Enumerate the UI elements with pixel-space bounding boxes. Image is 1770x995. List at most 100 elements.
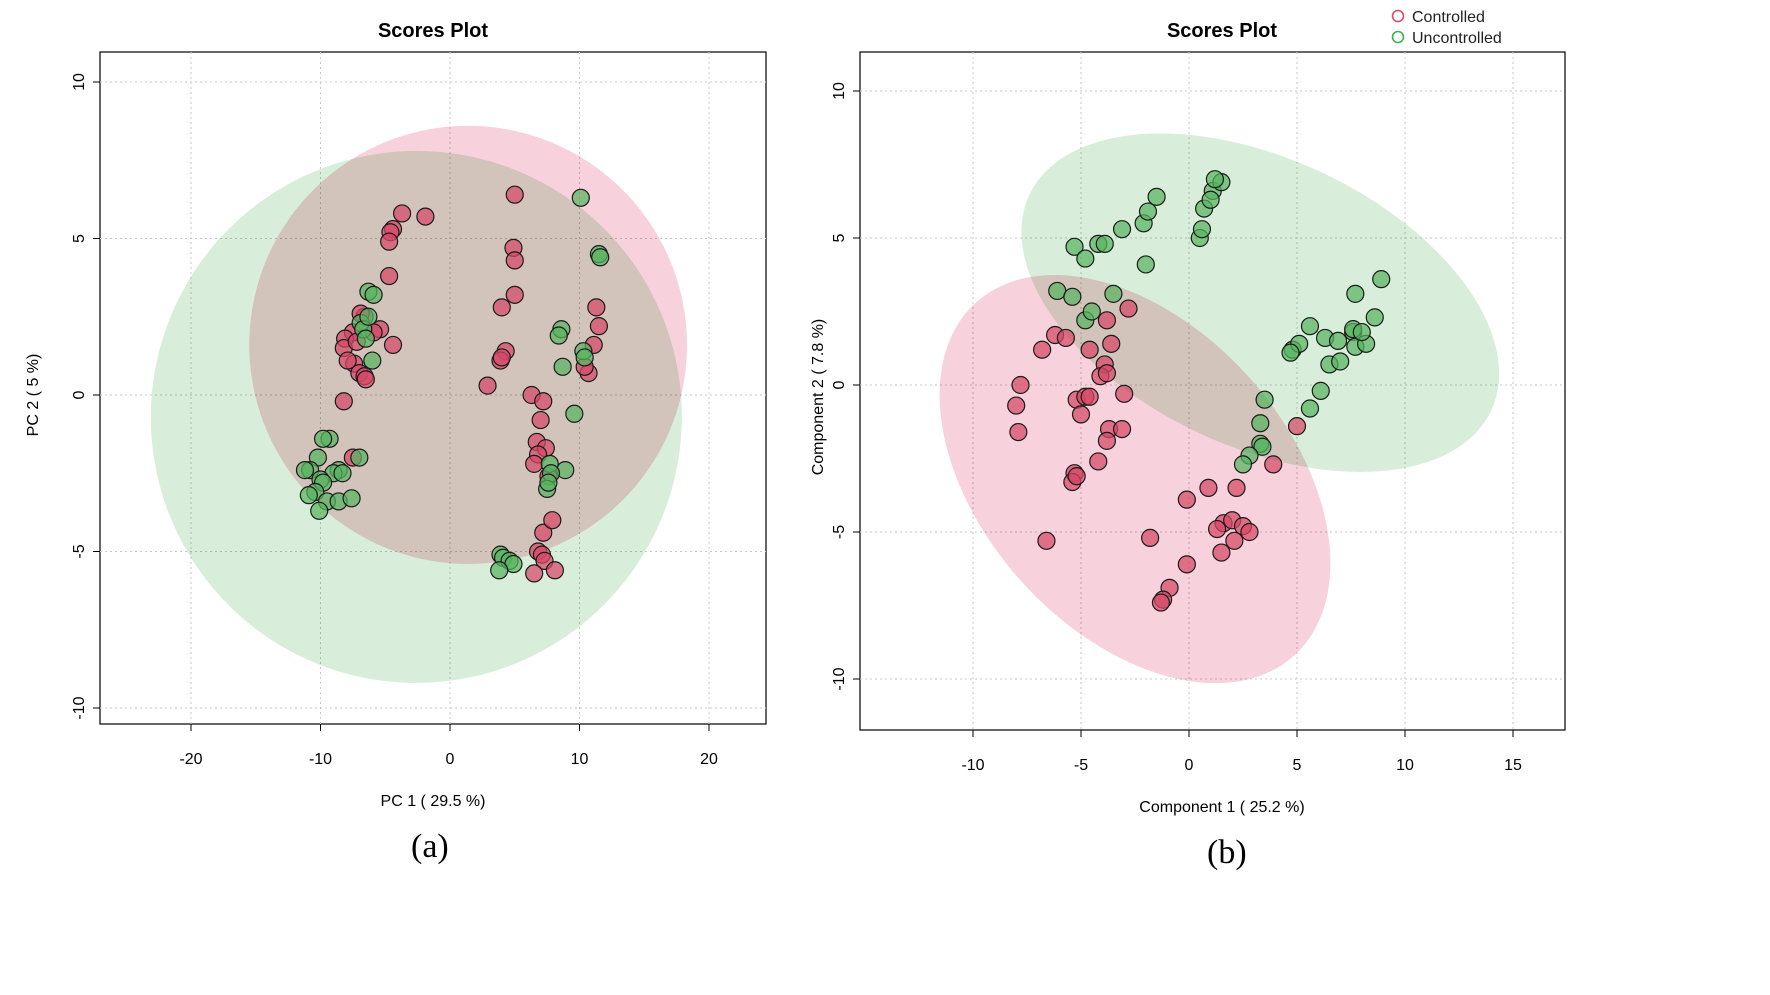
plot-b-title: Scores Plot [1167, 20, 1277, 42]
panel-a-caption: (a) [411, 828, 449, 865]
point-uncontrolled [1082, 302, 1101, 321]
point-uncontrolled [549, 326, 568, 345]
point-controlled [1037, 531, 1056, 550]
point-uncontrolled [1104, 284, 1123, 303]
legend-marker-uncontrolled [1391, 30, 1405, 44]
point-controlled [1097, 311, 1117, 330]
point-controlled [587, 298, 606, 317]
x-tick-label: -10 [961, 757, 984, 774]
point-uncontrolled [1063, 287, 1082, 306]
point-controlled [1112, 420, 1132, 439]
point-controlled [1264, 455, 1283, 474]
x-tick-label: -10 [309, 751, 332, 768]
point-controlled [505, 251, 524, 270]
point-uncontrolled [1136, 255, 1155, 274]
point-uncontrolled [591, 248, 610, 267]
point-controlled [534, 523, 553, 542]
point-controlled [1177, 555, 1196, 574]
plot-a-title: Scores Plot [378, 20, 488, 42]
point-controlled [1212, 543, 1231, 562]
plot-b-legend: Controlled Uncontrolled [1391, 9, 1502, 47]
point-controlled [1199, 478, 1218, 497]
point-controlled [505, 185, 524, 204]
panel-b-caption: (b) [1207, 834, 1247, 871]
point-uncontrolled [1076, 249, 1095, 268]
point-controlled [1141, 528, 1160, 547]
point-uncontrolled [1331, 352, 1350, 371]
point-controlled [1240, 522, 1259, 542]
point-controlled [1011, 375, 1030, 395]
point-uncontrolled [565, 404, 584, 423]
panel-a-scores-plot: -20 -10 0 10 20 -10 -5 0 5 10 Scores Plot PC 1 (… [25, 20, 767, 810]
point-controlled [1009, 422, 1028, 442]
plot-a-y-ticks: -10 -5 0 5 10 [71, 73, 100, 720]
x-tick-label: 0 [446, 751, 455, 768]
point-uncontrolled [553, 357, 572, 376]
legend-label-uncontrolled: Uncontrolled [1412, 30, 1502, 47]
x-tick-label: -20 [179, 751, 202, 768]
x-tick-label: 20 [700, 751, 718, 768]
plot-a-y-axis-label: PC 2 ( 5 %) [25, 354, 42, 437]
point-controlled [589, 317, 609, 336]
point-controlled [334, 392, 353, 411]
point-uncontrolled [1300, 399, 1320, 418]
point-uncontrolled [575, 348, 594, 367]
point-uncontrolled [1095, 234, 1114, 253]
point-controlled [383, 335, 403, 355]
legend-marker-controlled [1391, 9, 1405, 23]
y-tick-label: 5 [71, 234, 88, 243]
plot-b-points [1007, 170, 1391, 612]
plot-a-x-axis-label: PC 1 ( 29.5 %) [381, 793, 486, 810]
point-controlled [1287, 417, 1307, 436]
point-controlled [505, 285, 524, 304]
point-controlled [1207, 519, 1227, 539]
plot-b-y-axis-label: Component 2 ( 7.8 %) [810, 319, 827, 476]
point-controlled [534, 392, 553, 411]
point-controlled [1225, 531, 1244, 550]
point-controlled [492, 348, 511, 367]
y-tick-label: -5 [831, 525, 848, 539]
point-controlled [356, 370, 375, 389]
point-uncontrolled [359, 307, 378, 326]
point-controlled [492, 298, 511, 317]
point-uncontrolled [1281, 343, 1300, 362]
point-controlled [525, 454, 544, 473]
point-controlled [1115, 384, 1134, 403]
point-controlled [1080, 340, 1099, 359]
point-controlled [531, 410, 550, 430]
point-uncontrolled [363, 351, 382, 370]
y-tick-label: -10 [71, 696, 88, 719]
point-controlled [1097, 364, 1117, 383]
point-uncontrolled [1112, 220, 1132, 239]
point-controlled [1102, 334, 1121, 353]
panel-b-scores-plot: -10 -5 0 5 10 15 -10 -5 0 5 10 Scores Plot Compon… [810, 9, 1566, 816]
point-controlled [1097, 431, 1117, 450]
y-tick-label: 5 [831, 233, 848, 242]
point-uncontrolled [356, 329, 375, 348]
point-controlled [1227, 478, 1246, 497]
point-controlled [1089, 452, 1108, 471]
plot-b-x-ticks: -10 -5 0 5 10 15 [961, 730, 1522, 774]
y-tick-label: -10 [831, 667, 848, 690]
legend-label-controlled: Controlled [1412, 9, 1485, 26]
point-uncontrolled [1205, 170, 1225, 189]
point-uncontrolled [1253, 437, 1272, 456]
point-controlled [338, 351, 357, 370]
point-uncontrolled [310, 501, 329, 520]
x-tick-label: 10 [1396, 757, 1414, 774]
point-uncontrolled [1233, 455, 1253, 474]
point-controlled [1033, 340, 1052, 359]
point-uncontrolled [1328, 331, 1348, 350]
plot-b-y-ticks: -10 -5 0 5 10 [831, 82, 860, 691]
point-uncontrolled [571, 188, 590, 207]
x-tick-label: -5 [1074, 757, 1088, 774]
point-uncontrolled [299, 486, 318, 505]
x-tick-label: 10 [571, 751, 589, 768]
x-tick-label: 15 [1504, 757, 1522, 774]
point-uncontrolled [1147, 187, 1166, 206]
point-uncontrolled [539, 473, 558, 492]
point-controlled [543, 511, 562, 530]
point-uncontrolled [1192, 220, 1212, 239]
plot-a-x-ticks: -20 -10 0 10 20 [179, 724, 718, 768]
